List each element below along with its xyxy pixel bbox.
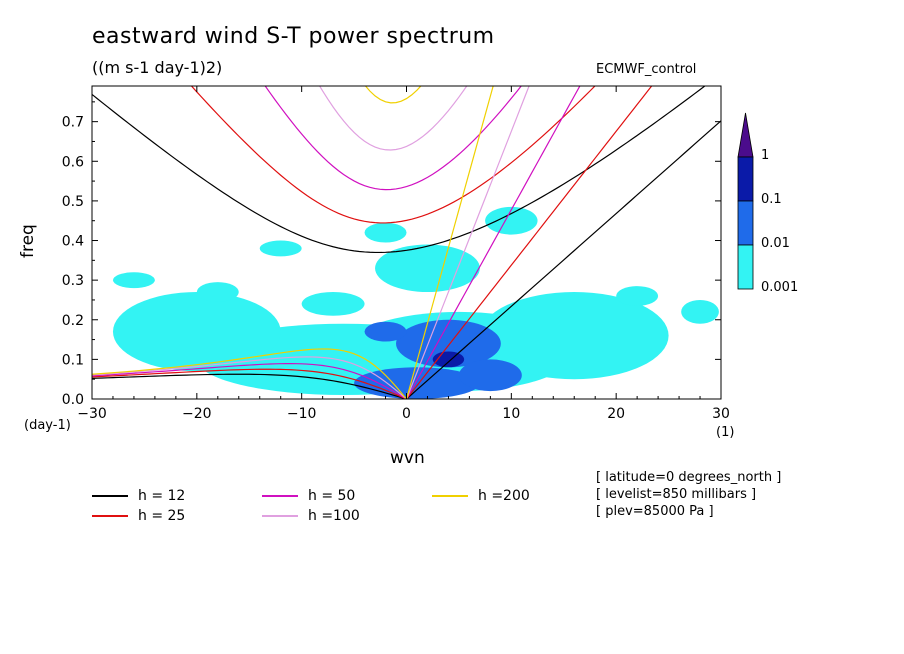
x-tick-label: −30 [77,406,107,422]
chart-subtitle: ((m s-1 day-1)2) [92,58,223,77]
y-unit-label: (day-1) [24,418,71,433]
ig-curve [190,86,596,224]
rossby-curve [92,363,407,399]
y-tick-label: 0.0 [62,392,84,408]
x-tick-label: 30 [712,406,730,422]
ig-curve [264,86,522,191]
colorbar-label: 0.1 [761,192,782,207]
spectrum-blob [479,292,669,380]
ig-curve [364,86,422,104]
colorbar-label: 0.001 [761,280,799,295]
info-latitude: [ latitude=0 degrees_north ] [596,470,782,485]
y-tick-label: 0.1 [62,352,84,368]
kelvin-curve [405,86,530,399]
spectrum-blob [196,282,239,302]
legend-h100: h =100 [262,508,360,524]
y-tick-label: 0.4 [62,234,84,250]
colorbar-label: 1 [761,148,770,163]
info-levelist: [ levelist=850 millibars ] [596,487,757,502]
x-tick-label: 10 [502,406,520,422]
spectrum-blob [364,222,407,243]
rossby-curve [92,368,407,399]
kelvin-curve [405,86,494,399]
y-tick-label: 0.6 [62,154,84,170]
spectrum-blob [112,272,155,289]
y-tick-label: 0.2 [62,313,84,329]
spectrum-blob [301,292,365,316]
spectrum-blob [112,292,281,372]
rossby-curve [92,373,407,399]
legend-h12: h = 12 [92,488,185,504]
legend-swatch [432,495,468,497]
x-unit-label: (1) [716,425,735,440]
rossby-curve [92,356,407,399]
spectrum-blob [681,299,719,324]
spectrum-blob [616,286,659,306]
kelvin-curve [405,86,581,399]
legend-h200: h =200 [432,488,530,504]
spectrum-blob [458,359,522,392]
legend-h50: h = 50 [262,488,355,504]
x-tick-label: −20 [182,406,212,422]
rossby-curve [92,348,407,399]
legend-label: h = 25 [138,508,186,524]
spectrum-blob [396,319,501,368]
info-plev: [ plev=85000 Pa ] [596,504,714,519]
x-tick-label: 0 [402,406,411,422]
kelvin-curve [406,86,653,399]
x-tick-label: −10 [287,406,317,422]
legend-label: h =100 [308,508,360,524]
x-axis-label: wvn [390,448,425,468]
colorbar-segment [737,244,754,290]
legend-h25: h = 25 [92,508,185,524]
legend-swatch [92,515,128,517]
colorbar-segment [737,156,754,202]
colorbar-segment [737,200,754,246]
colorbar-label: 0.01 [761,236,790,251]
legend-swatch [262,495,298,497]
y-tick-label: 0.7 [62,115,84,131]
legend-label: h = 12 [138,488,186,504]
y-tick-label: 0.5 [62,194,84,210]
y-tick-label: 0.3 [62,273,84,289]
legend-swatch [262,515,298,517]
spectrum-blob [485,206,538,235]
colorbar-extend [737,112,754,158]
ig-curve [318,86,468,151]
ig-curve [92,86,706,254]
spectrum-blob [259,240,302,257]
legend-swatch [92,495,128,497]
kelvin-curve [406,120,721,399]
spectrum-blob [364,321,407,342]
legend-label: h =200 [478,488,530,504]
legend-label: h = 50 [308,488,356,504]
x-tick-label: 20 [607,406,625,422]
chart-title: eastward wind S-T power spectrum [92,24,495,49]
dataset-label: ECMWF_control [596,62,697,77]
